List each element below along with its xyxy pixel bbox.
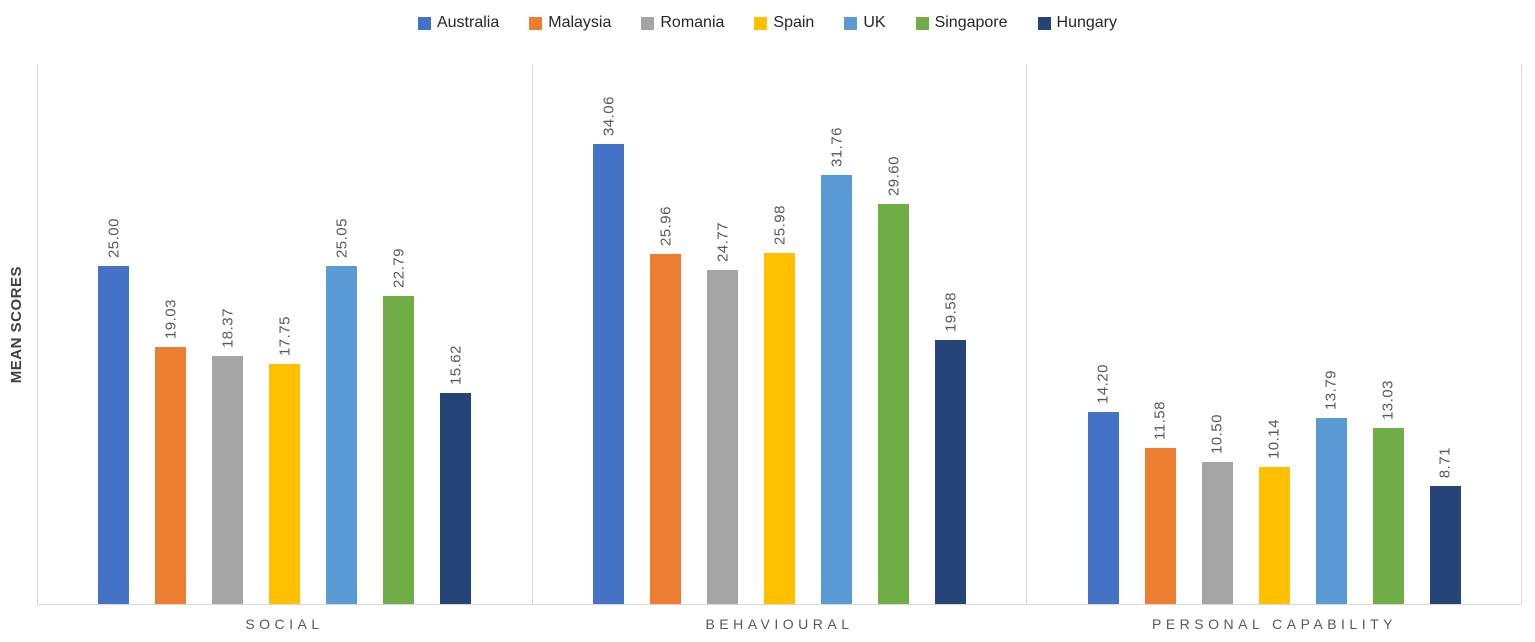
- legend-label-romania: Romania: [660, 14, 725, 31]
- bar-value-malaysia-personal-capability: 11.58: [1151, 401, 1169, 440]
- legend-item-romania: Romania: [641, 14, 724, 32]
- legend-swatch-hungary: [1037, 16, 1051, 30]
- bar-malaysia-behavioural: [650, 254, 681, 604]
- bar-singapore-social: [383, 296, 415, 604]
- bar-value-australia-social: 25.00: [105, 217, 123, 258]
- bar-value-romania-personal-capability: 10.50: [1208, 413, 1226, 454]
- category-label-behavioural: BEHAVIOURAL: [705, 616, 854, 632]
- bar-cell-spain-social: 17.75: [269, 65, 301, 604]
- bar-romania-personal-capability: [1201, 462, 1233, 604]
- category-label-social: SOCIAL: [245, 616, 324, 632]
- bar-uk-personal-capability: [1315, 418, 1347, 604]
- bar-singapore-personal-capability: [1372, 428, 1404, 604]
- legend-label-uk: UK: [863, 14, 886, 31]
- bar-australia-personal-capability: [1087, 412, 1119, 604]
- bar-uk-behavioural: [821, 175, 852, 604]
- legend-swatch-romania: [641, 16, 655, 30]
- bar-value-australia-behavioural: 34.06: [600, 95, 617, 136]
- category-label-personal-capability: PERSONAL CAPABILITY: [1152, 616, 1397, 632]
- bar-cell-uk-personal-capability: 13.79: [1315, 65, 1347, 604]
- legend-label-spain: Spain: [773, 14, 815, 31]
- bar-value-hungary-personal-capability: 8.71: [1436, 446, 1454, 478]
- bar-value-australia-personal-capability: 14.20: [1094, 363, 1112, 404]
- legend-label-singapore: Singapore: [934, 14, 1008, 31]
- bar-value-uk-social: 25.05: [333, 217, 351, 258]
- bar-cell-australia-behavioural: 34.06: [593, 65, 624, 604]
- bar-cell-romania-personal-capability: 10.50: [1201, 65, 1233, 604]
- bar-australia-behavioural: [593, 144, 624, 604]
- legend-swatch-spain: [754, 16, 768, 30]
- legend-item-hungary: Hungary: [1037, 14, 1117, 32]
- bar-spain-personal-capability: [1258, 467, 1290, 604]
- legend: Australia Malaysia Romania Spain UK Singapore…: [0, 0, 1535, 36]
- bar-romania-behavioural: [707, 270, 738, 604]
- legend-item-spain: Spain: [754, 14, 814, 32]
- bar-cell-australia-social: 25.00: [98, 65, 130, 604]
- bar-malaysia-social: [155, 347, 187, 604]
- bar-cell-uk-social: 25.05: [326, 65, 358, 604]
- bar-cell-malaysia-personal-capability: 11.58: [1144, 65, 1176, 604]
- bar-cell-singapore-social: 22.79: [383, 65, 415, 604]
- bar-cell-singapore-behavioural: 29.60: [878, 65, 909, 604]
- bar-hungary-social: [440, 393, 472, 604]
- bar-value-hungary-behavioural: 19.58: [942, 291, 959, 332]
- group-panel-behavioural: 34.06 25.96 24.77 25.98 31.76 29.60 19.58: [531, 65, 1027, 604]
- legend-swatch-australia: [417, 16, 431, 30]
- legend-label-hungary: Hungary: [1056, 14, 1117, 31]
- bar-cell-singapore-personal-capability: 13.03: [1372, 65, 1404, 604]
- bar-cell-malaysia-behavioural: 25.96: [650, 65, 681, 604]
- bar-value-uk-personal-capability: 13.79: [1322, 369, 1340, 410]
- bar-cell-malaysia-social: 19.03: [155, 65, 187, 604]
- legend-swatch-malaysia: [529, 16, 543, 30]
- bar-hungary-personal-capability: [1429, 486, 1461, 604]
- bar-spain-behavioural: [764, 253, 795, 604]
- bar-cell-hungary-behavioural: 19.58: [935, 65, 966, 604]
- bar-value-spain-personal-capability: 10.14: [1265, 418, 1283, 459]
- bar-cell-australia-personal-capability: 14.20: [1087, 65, 1119, 604]
- bar-australia-social: [98, 266, 130, 604]
- bar-cell-romania-social: 18.37: [212, 65, 244, 604]
- bar-value-singapore-social: 22.79: [390, 247, 408, 288]
- legend-label-australia: Australia: [436, 14, 500, 31]
- category-axis: SOCIAL BEHAVIOURAL PERSONAL CAPABILITY: [37, 605, 1522, 632]
- legend-swatch-uk: [844, 16, 858, 30]
- bar-cell-uk-behavioural: 31.76: [821, 65, 852, 604]
- bar-value-singapore-behavioural: 29.60: [885, 155, 902, 196]
- bar-value-spain-social: 17.75: [276, 315, 294, 356]
- legend-item-australia: Australia: [417, 14, 500, 32]
- chart-area: 25.00 19.03 18.37 17.75 25.05 22.79 15.62 34.06…: [37, 65, 1523, 605]
- bar-singapore-behavioural: [878, 204, 909, 604]
- bar-cell-spain-personal-capability: 10.14: [1258, 65, 1290, 604]
- group-panel-social: 25.00 19.03 18.37 17.75 25.05 22.79 15.62: [37, 65, 532, 604]
- bar-spain-social: [269, 364, 301, 604]
- plot-area: 25.00 19.03 18.37 17.75 25.05 22.79 15.62 34.06…: [37, 65, 1523, 605]
- bar-cell-hungary-social: 15.62: [440, 65, 472, 604]
- bar-romania-social: [212, 356, 244, 604]
- bar-value-spain-behavioural: 25.98: [771, 204, 788, 245]
- bar-hungary-behavioural: [935, 340, 966, 604]
- bar-uk-social: [326, 266, 358, 604]
- bar-cell-hungary-personal-capability: 8.71: [1429, 65, 1461, 604]
- bar-value-malaysia-behavioural: 25.96: [657, 205, 674, 246]
- bar-value-malaysia-social: 19.03: [162, 298, 180, 339]
- bar-cell-spain-behavioural: 25.98: [764, 65, 795, 604]
- legend-item-singapore: Singapore: [915, 14, 1008, 32]
- y-axis-label: MEAN SCORES: [8, 266, 25, 384]
- legend-swatch-singapore: [915, 16, 929, 30]
- bar-cell-romania-behavioural: 24.77: [707, 65, 738, 604]
- group-panel-personal-capability: 14.20 11.58 10.50 10.14 13.79 13.03 8.71: [1026, 65, 1523, 604]
- bar-value-romania-social: 18.37: [219, 307, 237, 348]
- bar-value-romania-behavioural: 24.77: [714, 221, 731, 262]
- bar-value-singapore-personal-capability: 13.03: [1379, 379, 1397, 420]
- bar-value-uk-behavioural: 31.76: [828, 126, 845, 167]
- legend-item-uk: UK: [844, 14, 886, 32]
- legend-label-malaysia: Malaysia: [548, 14, 612, 31]
- legend-item-malaysia: Malaysia: [529, 14, 611, 32]
- bar-malaysia-personal-capability: [1144, 448, 1176, 604]
- bar-value-hungary-social: 15.62: [447, 344, 465, 385]
